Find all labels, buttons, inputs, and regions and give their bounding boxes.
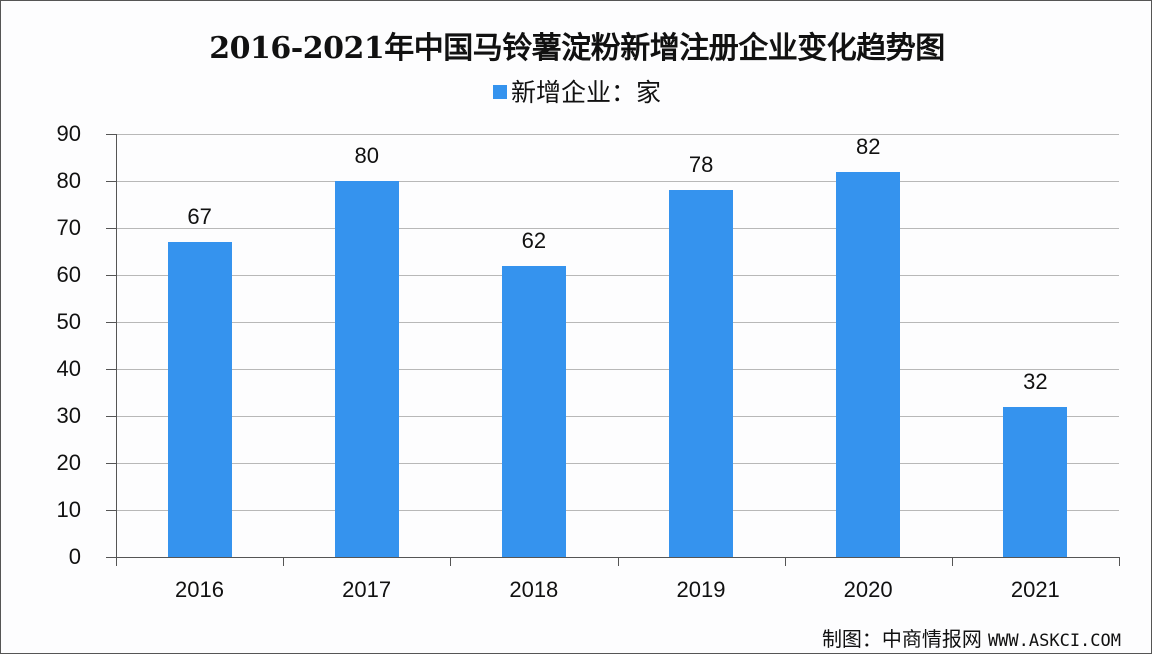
y-tick-label: 90 (56, 121, 81, 146)
x-tick (283, 557, 285, 566)
bar-2016 (167, 242, 232, 557)
gridline (116, 463, 1119, 464)
source-url: WWW.ASKCI.COM (987, 631, 1121, 651)
bar-2020 (836, 171, 901, 557)
x-tick (116, 557, 117, 566)
source-credit: 制图：中商情报网 WWW.ASKCI.COM (822, 623, 1121, 652)
x-tick (784, 557, 786, 566)
legend-label: 新增企业：家 (510, 79, 661, 107)
x-tick (1119, 557, 1120, 566)
data-label-2017: 80 (354, 143, 379, 168)
data-label-2018: 62 (521, 227, 547, 253)
y-tick-label: 30 (56, 403, 81, 428)
x-tick (450, 557, 452, 566)
gridline (116, 416, 1119, 417)
gridline (116, 510, 1119, 511)
y-tick (106, 510, 116, 511)
y-tick-label: 60 (56, 262, 81, 287)
y-tick (106, 228, 116, 229)
gridline (116, 134, 1119, 135)
bar-2021 (1003, 406, 1068, 557)
gridline (116, 228, 1119, 229)
y-tick (106, 369, 116, 370)
y-tick-label: 20 (56, 450, 81, 475)
x-tick-label: 2020 (843, 577, 893, 602)
bar-2018 (501, 265, 566, 557)
y-tick (106, 134, 116, 135)
gridline (116, 181, 1119, 182)
y-tick (106, 181, 116, 182)
y-tick-label: 50 (56, 309, 81, 334)
gridline (116, 369, 1119, 370)
data-label-2020: 82 (856, 133, 881, 159)
data-label-2021: 32 (1023, 368, 1048, 394)
x-tick-label: 2019 (676, 577, 726, 602)
gridline (116, 322, 1119, 323)
y-axis-line (116, 134, 117, 558)
y-tick (106, 322, 116, 323)
plot-area (116, 134, 1119, 557)
x-tick (951, 557, 953, 566)
y-tick-label: 40 (56, 356, 81, 381)
chart-legend: 新增企业：家 (1, 73, 1152, 109)
y-tick-label: 10 (56, 497, 81, 522)
y-tick-label: 70 (56, 215, 81, 240)
y-tick (106, 463, 116, 464)
data-label-2019: 78 (688, 152, 714, 178)
x-tick (617, 557, 619, 566)
x-axis-line (106, 557, 1119, 558)
x-tick-label: 2018 (509, 577, 559, 602)
chart-title: 2016-2021年中国马铃薯淀粉新增注册企业变化趋势图 (209, 31, 945, 66)
x-tick-label: 2016 (175, 577, 224, 602)
gridline (116, 275, 1119, 276)
x-tick-label: 2017 (342, 577, 392, 602)
y-tick-label: 80 (56, 168, 81, 193)
y-tick-label: 0 (68, 544, 81, 569)
x-tick-label: 2021 (1010, 577, 1060, 602)
legend-swatch (492, 85, 507, 99)
source-label: 制图：中商情报网 (821, 629, 982, 651)
y-tick (106, 275, 116, 276)
bar-2017 (334, 181, 399, 557)
data-label-2016: 67 (187, 204, 212, 230)
y-tick (106, 416, 116, 417)
bar-2019 (669, 190, 734, 557)
